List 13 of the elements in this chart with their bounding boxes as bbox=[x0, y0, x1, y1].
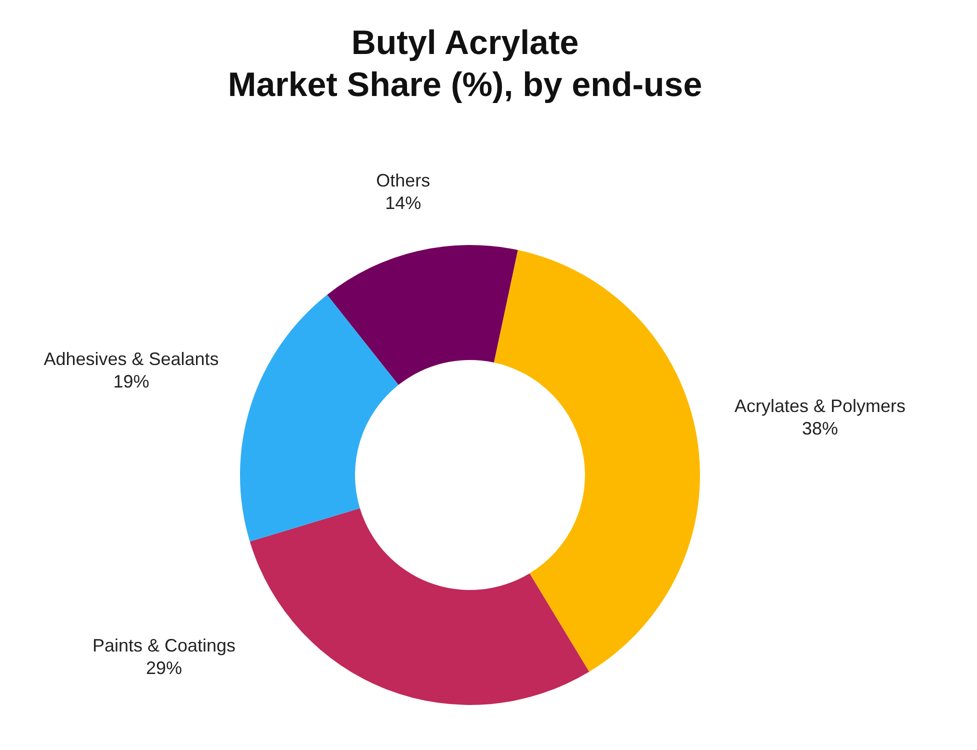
slice-label: Acrylates & Polymers bbox=[734, 396, 906, 416]
donut-slice bbox=[240, 294, 399, 542]
data-label: 14% bbox=[385, 192, 422, 213]
donut-slice bbox=[250, 508, 590, 705]
chart-title: Butyl Acrylate Market Share (%), by end-use bbox=[226, 23, 704, 106]
data-label: 38% bbox=[802, 418, 838, 439]
slice-label: Others bbox=[376, 170, 430, 190]
data-label: 29% bbox=[146, 658, 182, 678]
slice-label: Adhesives & Sealants bbox=[44, 349, 219, 370]
donut-slice bbox=[494, 250, 700, 672]
slice-label: Paints & Coatings bbox=[92, 635, 236, 656]
data-label: 19% bbox=[113, 372, 150, 392]
donut-slice bbox=[327, 245, 518, 385]
